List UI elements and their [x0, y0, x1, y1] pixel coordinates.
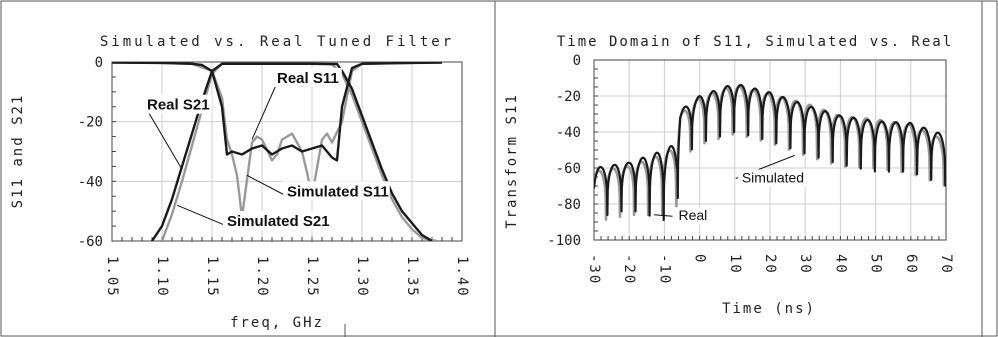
annotation-backdrop — [674, 207, 713, 225]
x-tick-label: 1.25 — [304, 256, 320, 298]
x-tick-label: 70 — [938, 254, 954, 275]
y-axis-label: S11 and S21 — [10, 94, 26, 209]
annotation-backdrop — [223, 211, 330, 231]
y-tick-label: -20 — [556, 89, 581, 105]
x-tick-label: 50 — [868, 254, 884, 275]
annotation-leader — [176, 204, 228, 227]
y-tick-label: 0 — [573, 53, 581, 69]
x-tick-label: -20 — [621, 254, 637, 285]
y-tick-label: -80 — [556, 197, 581, 213]
x-tick-label: 1.15 — [204, 256, 220, 298]
annotation-label: Real S11 — [277, 70, 339, 87]
annotation-label: Real S21 — [147, 97, 210, 114]
series-line-real — [594, 83, 946, 222]
x-tick-label: 1.30 — [354, 256, 370, 298]
x-tick-label: 1.35 — [404, 256, 420, 298]
annotation-backdrop — [737, 169, 813, 187]
annotation-label: Real — [678, 207, 707, 223]
x-tick-label: 40 — [832, 254, 848, 275]
filter-response-chart: Simulated vs. Real Tuned Filter S11 and … — [10, 34, 470, 331]
y-tick-label: -20 — [78, 115, 103, 131]
y-tick-label: -40 — [78, 174, 103, 190]
x-tick-label: -30 — [586, 254, 602, 285]
y-tick-label: -60 — [78, 234, 103, 250]
annotation-backdrop — [283, 181, 390, 201]
x-tick-label: 20 — [762, 254, 778, 275]
x-tick-label: 1.20 — [254, 256, 270, 298]
annotation-backdrop — [273, 67, 342, 87]
y-tick-label: -40 — [556, 125, 581, 141]
x-tick-label: 1.10 — [154, 256, 170, 298]
chart-title: Time Domain of S11, Simulated vs. Real — [557, 34, 953, 50]
y-tick-label: -60 — [556, 161, 581, 177]
annotation-leader — [146, 109, 183, 170]
annotation-backdrop — [143, 94, 212, 114]
x-tick-label: -10 — [656, 254, 672, 285]
annotation-label: Simulated S21 — [227, 213, 330, 230]
x-tick-label: 1.05 — [104, 256, 120, 298]
x-axis-label: freq, GHz — [230, 315, 324, 331]
annotation-leader — [246, 174, 288, 197]
annotation-leader — [653, 214, 673, 217]
y-tick-label: 0 — [95, 55, 103, 71]
annotation-label: Simulated — [742, 169, 804, 185]
y-axis-label: Transform S11 — [504, 93, 520, 229]
annotation-label: Simulated S11 — [287, 183, 389, 200]
x-tick-label: 10 — [727, 254, 743, 275]
x-tick-label: 1.40 — [454, 256, 470, 298]
x-tick-label: 60 — [903, 254, 919, 275]
x-tick-label: 0 — [692, 254, 708, 264]
series-line-real-s11 — [112, 62, 443, 162]
x-tick-label: 30 — [797, 254, 813, 275]
annotation-leader — [251, 82, 278, 140]
time-domain-chart: Time Domain of S11, Simulated vs. Real T… — [504, 34, 954, 317]
series-line-real-s21 — [151, 62, 433, 241]
x-axis-label: Time (ns) — [722, 301, 816, 317]
chart-title: Simulated vs. Real Tuned Filter — [100, 34, 454, 50]
y-tick-label: -100 — [547, 233, 581, 249]
